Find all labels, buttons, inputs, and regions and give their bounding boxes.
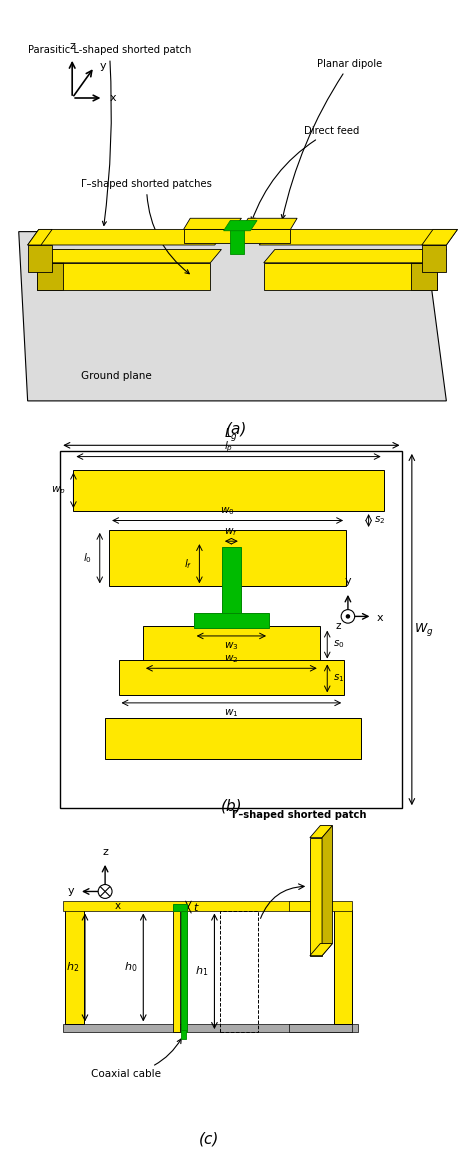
Polygon shape bbox=[27, 229, 226, 245]
Text: $W_g$: $W_g$ bbox=[414, 621, 434, 638]
Text: Parasitic L-shaped shorted patch: Parasitic L-shaped shorted patch bbox=[27, 45, 191, 226]
Bar bbox=[181, 1030, 186, 1039]
Bar bbox=[173, 911, 180, 1032]
Polygon shape bbox=[27, 229, 52, 245]
Bar bbox=[105, 717, 361, 759]
Polygon shape bbox=[36, 263, 63, 289]
Circle shape bbox=[346, 614, 350, 619]
Bar bbox=[289, 1024, 352, 1032]
Text: z: z bbox=[69, 42, 75, 51]
Polygon shape bbox=[36, 250, 74, 263]
Text: $l_0$: $l_0$ bbox=[83, 551, 92, 565]
Text: z: z bbox=[102, 847, 108, 856]
Text: Ground plane: Ground plane bbox=[81, 370, 152, 381]
Text: $w_3$: $w_3$ bbox=[224, 640, 238, 651]
Bar bbox=[334, 909, 352, 1024]
Polygon shape bbox=[259, 229, 457, 245]
Polygon shape bbox=[264, 263, 438, 289]
Bar bbox=[194, 612, 269, 627]
Text: Planar dipole: Planar dipole bbox=[281, 59, 383, 219]
Text: x: x bbox=[110, 93, 117, 103]
Text: $s_0$: $s_0$ bbox=[333, 639, 345, 650]
Polygon shape bbox=[310, 838, 322, 956]
Polygon shape bbox=[322, 826, 332, 956]
Polygon shape bbox=[241, 219, 297, 229]
Text: $w_2$: $w_2$ bbox=[224, 654, 238, 665]
Polygon shape bbox=[36, 250, 221, 263]
Bar bbox=[143, 626, 320, 662]
Text: $t$: $t$ bbox=[192, 901, 199, 913]
Polygon shape bbox=[19, 231, 447, 401]
Polygon shape bbox=[310, 826, 332, 838]
Text: z: z bbox=[335, 621, 340, 631]
Bar bbox=[109, 530, 346, 587]
Bar bbox=[118, 659, 344, 695]
Text: Γ–shaped shorted patch: Γ–shaped shorted patch bbox=[232, 810, 367, 820]
Polygon shape bbox=[411, 250, 447, 263]
Text: $l_f$: $l_f$ bbox=[183, 557, 192, 570]
Text: x: x bbox=[377, 612, 383, 622]
Bar bbox=[73, 470, 383, 511]
Bar bbox=[64, 1024, 358, 1032]
Text: $h_2$: $h_2$ bbox=[66, 960, 79, 974]
Polygon shape bbox=[36, 263, 210, 289]
Text: Direct feed: Direct feed bbox=[251, 126, 359, 221]
Polygon shape bbox=[264, 250, 447, 263]
Text: $L_g$: $L_g$ bbox=[224, 426, 238, 443]
Text: $s_1$: $s_1$ bbox=[333, 672, 344, 684]
Bar bbox=[222, 547, 241, 614]
Polygon shape bbox=[183, 219, 241, 229]
Bar bbox=[219, 911, 258, 1032]
Text: x: x bbox=[115, 901, 121, 912]
Text: y: y bbox=[345, 576, 351, 587]
Polygon shape bbox=[411, 263, 438, 289]
Text: $w_f$: $w_f$ bbox=[224, 526, 238, 538]
Text: y: y bbox=[68, 886, 74, 897]
Polygon shape bbox=[183, 229, 233, 243]
Text: $h_1$: $h_1$ bbox=[195, 965, 209, 978]
Polygon shape bbox=[422, 229, 457, 245]
Polygon shape bbox=[230, 229, 244, 253]
Polygon shape bbox=[310, 944, 332, 956]
Text: $w_0$: $w_0$ bbox=[220, 506, 235, 517]
Text: (c): (c) bbox=[199, 1132, 219, 1147]
Bar bbox=[64, 901, 317, 911]
Text: $s_2$: $s_2$ bbox=[374, 515, 385, 526]
Text: y: y bbox=[100, 61, 107, 71]
Text: Γ–shaped shorted patches: Γ–shaped shorted patches bbox=[81, 179, 212, 274]
Circle shape bbox=[341, 610, 355, 624]
Bar bbox=[65, 909, 84, 1024]
Text: $l_p$: $l_p$ bbox=[224, 440, 233, 454]
Polygon shape bbox=[241, 229, 291, 243]
Text: (b): (b) bbox=[220, 798, 242, 813]
Circle shape bbox=[98, 884, 112, 898]
Text: Coaxial cable: Coaxial cable bbox=[91, 1039, 181, 1079]
Polygon shape bbox=[422, 245, 447, 272]
Polygon shape bbox=[224, 221, 257, 230]
Polygon shape bbox=[27, 245, 52, 272]
Text: $w_p$: $w_p$ bbox=[51, 485, 66, 496]
Text: (a): (a) bbox=[226, 421, 248, 436]
Text: $w_1$: $w_1$ bbox=[224, 707, 238, 720]
Bar bbox=[173, 904, 187, 911]
Text: $h_0$: $h_0$ bbox=[124, 960, 137, 974]
Bar bbox=[289, 901, 352, 911]
Bar bbox=[181, 911, 187, 1032]
